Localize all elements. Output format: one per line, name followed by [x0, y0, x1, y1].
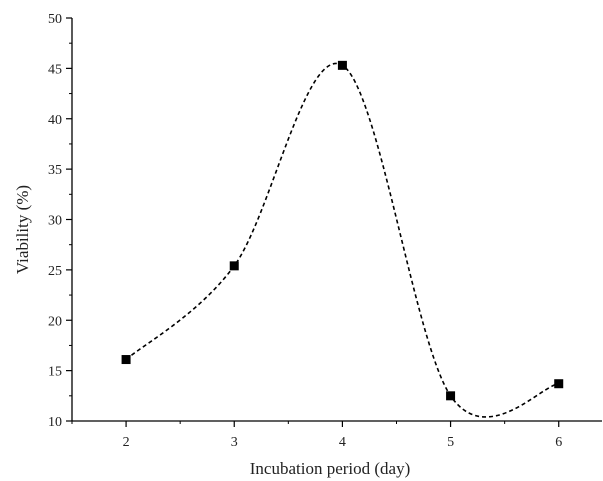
y-tick-label: 25: [48, 264, 62, 279]
x-tick-label: 4: [339, 435, 346, 450]
data-point-marker: [446, 391, 456, 401]
x-tick-label: 2: [123, 435, 130, 450]
x-axis-title: Incubation period (day): [250, 459, 411, 478]
data-point-marker: [121, 355, 131, 365]
x-tick-label: 3: [231, 435, 238, 450]
y-tick-label: 10: [48, 415, 62, 430]
series-curve: [125, 62, 559, 418]
x-tick-label: 5: [447, 435, 454, 450]
y-tick-label: 15: [48, 365, 62, 380]
data-point-marker: [337, 60, 347, 70]
y-axis-title: Viability (%): [13, 185, 32, 274]
y-tick-label: 30: [48, 214, 62, 229]
data-point-marker: [229, 261, 239, 271]
y-tick-label: 45: [48, 62, 62, 77]
y-tick-label: 40: [48, 113, 62, 128]
data-point-marker: [554, 379, 564, 389]
x-tick-label: 6: [555, 435, 562, 450]
y-tick-label: 50: [48, 12, 62, 27]
curve-layer: [125, 62, 559, 418]
y-tick-label: 20: [48, 314, 62, 329]
y-tick-label: 35: [48, 163, 62, 178]
marker-layer: [121, 60, 564, 401]
